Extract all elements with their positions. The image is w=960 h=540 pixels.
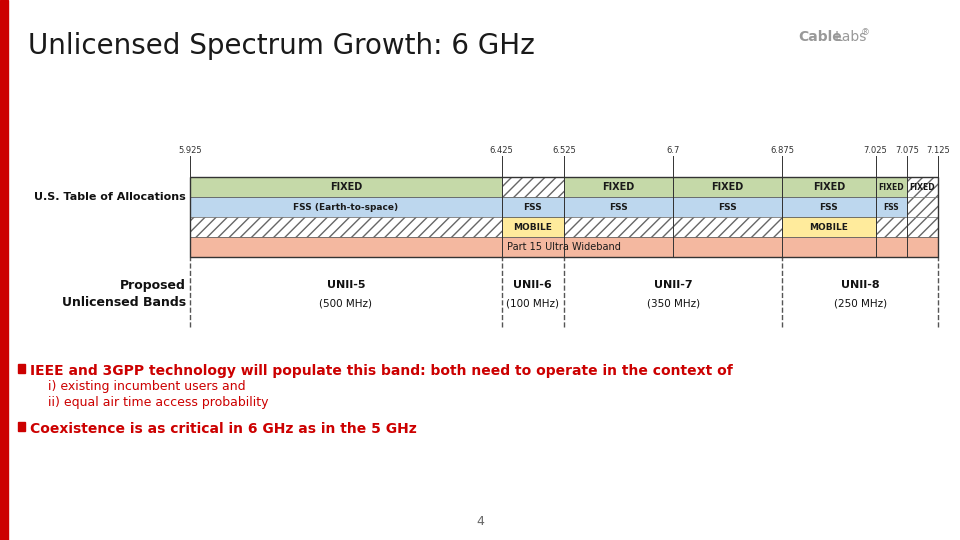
Bar [782,177,876,197]
Text: Labs: Labs [835,30,868,44]
Bar [18,364,25,373]
Text: UNII-5: UNII-5 [326,280,365,291]
Text: FIXED: FIXED [711,182,744,192]
Text: MOBILE: MOBILE [514,222,552,232]
Text: (250 MHz): (250 MHz) [833,299,887,308]
Text: Proposed
Unlicensed Bands: Proposed Unlicensed Bands [61,280,186,309]
Bar [907,197,938,217]
Bar [782,197,876,217]
Bar [502,177,564,197]
Bar [564,217,782,237]
Text: ii) equal air time access probability: ii) equal air time access probability [48,396,269,409]
Bar [502,217,564,237]
Text: FSS: FSS [610,202,628,212]
Text: 6.875: 6.875 [770,146,794,155]
Text: FIXED: FIXED [603,182,635,192]
Bar [190,237,938,257]
Bar [564,177,673,197]
Text: FSS (Earth-to-space): FSS (Earth-to-space) [293,202,398,212]
Text: FIXED: FIXED [329,182,362,192]
Text: 5.925: 5.925 [179,146,202,155]
Bar [564,197,673,217]
Text: UNII-8: UNII-8 [841,280,879,291]
Text: i) existing incumbent users and: i) existing incumbent users and [48,380,246,393]
Text: MOBILE: MOBILE [809,222,849,232]
Text: ®: ® [861,28,870,37]
Text: 4: 4 [476,515,484,528]
Bar [876,177,907,197]
Text: 7.125: 7.125 [926,146,949,155]
Bar [782,217,876,237]
Text: (100 MHz): (100 MHz) [506,299,560,308]
Text: Unlicensed Spectrum Growth: 6 GHz: Unlicensed Spectrum Growth: 6 GHz [28,32,535,60]
Text: 6.7: 6.7 [666,146,680,155]
Text: FIXED: FIXED [910,183,935,192]
Text: FIXED: FIXED [878,183,904,192]
Text: FSS: FSS [820,202,838,212]
Bar [190,217,502,237]
Text: 6.425: 6.425 [490,146,514,155]
Bar [502,197,564,217]
Bar [0,0,8,540]
Bar [190,177,502,197]
Text: Part 15 Ultra Wideband: Part 15 Ultra Wideband [507,242,621,252]
Text: FSS: FSS [523,202,542,212]
Text: FSS: FSS [883,202,900,212]
Bar [673,177,782,197]
Text: UNII-6: UNII-6 [514,280,552,291]
Bar [876,197,907,217]
Text: (500 MHz): (500 MHz) [320,299,372,308]
Text: (350 MHz): (350 MHz) [646,299,700,308]
Text: 7.025: 7.025 [864,146,888,155]
Text: 7.075: 7.075 [895,146,919,155]
Text: FIXED: FIXED [813,182,845,192]
Text: Coexistence is as critical in 6 GHz as in the 5 GHz: Coexistence is as critical in 6 GHz as i… [30,422,417,436]
Bar [673,197,782,217]
Text: UNII-7: UNII-7 [654,280,692,291]
Text: Cable: Cable [798,30,842,44]
Bar [190,197,502,217]
Bar [18,422,25,431]
Text: U.S. Table of Allocations: U.S. Table of Allocations [35,192,186,202]
Bar [907,177,938,197]
Bar [876,217,938,237]
Text: IEEE and 3GPP technology will populate this band: both need to operate in the co: IEEE and 3GPP technology will populate t… [30,364,732,378]
Text: 6.525: 6.525 [552,146,576,155]
Bar [190,177,938,257]
Text: FSS: FSS [718,202,737,212]
